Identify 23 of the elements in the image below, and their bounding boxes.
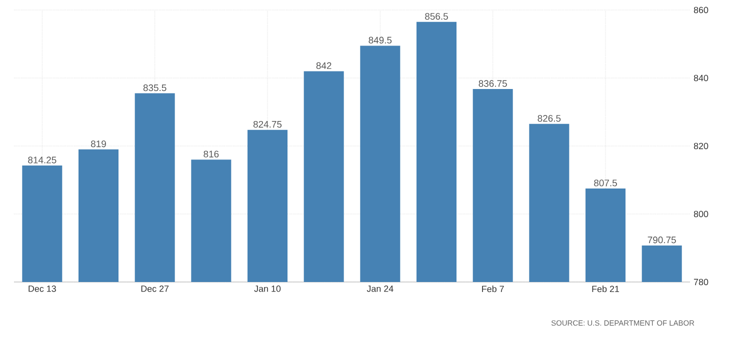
- data-label: 816: [204, 150, 219, 158]
- x-tick-label: Jan 24: [366, 286, 394, 292]
- data-label: 856.5: [425, 13, 448, 20]
- data-label: 790.75: [648, 236, 676, 244]
- data-label: 819: [91, 140, 106, 148]
- x-tick-label: Feb 21: [592, 286, 620, 292]
- x-tick-label: Jan 10: [254, 286, 281, 292]
- data-label: 842: [316, 62, 332, 70]
- data-label: 814.25: [28, 156, 56, 164]
- x-tick-label: Dec 13: [28, 286, 56, 292]
- data-label: 849.5: [368, 36, 392, 44]
- y-tick-label: 780: [694, 278, 708, 286]
- x-tick-label: Feb 7: [482, 286, 504, 292]
- y-tick-label: 860: [694, 6, 708, 14]
- y-tick-label: 800: [694, 210, 708, 218]
- y-tick-label: 820: [694, 142, 708, 150]
- data-label: 836.75: [478, 80, 507, 87]
- data-label: 835.5: [143, 84, 166, 92]
- data-label: 807.5: [594, 180, 617, 186]
- data-label: 826.5: [538, 115, 561, 122]
- y-tick-label: 840: [694, 74, 708, 82]
- data-label: 824.75: [253, 120, 282, 128]
- x-tick-label: Dec 27: [141, 286, 169, 292]
